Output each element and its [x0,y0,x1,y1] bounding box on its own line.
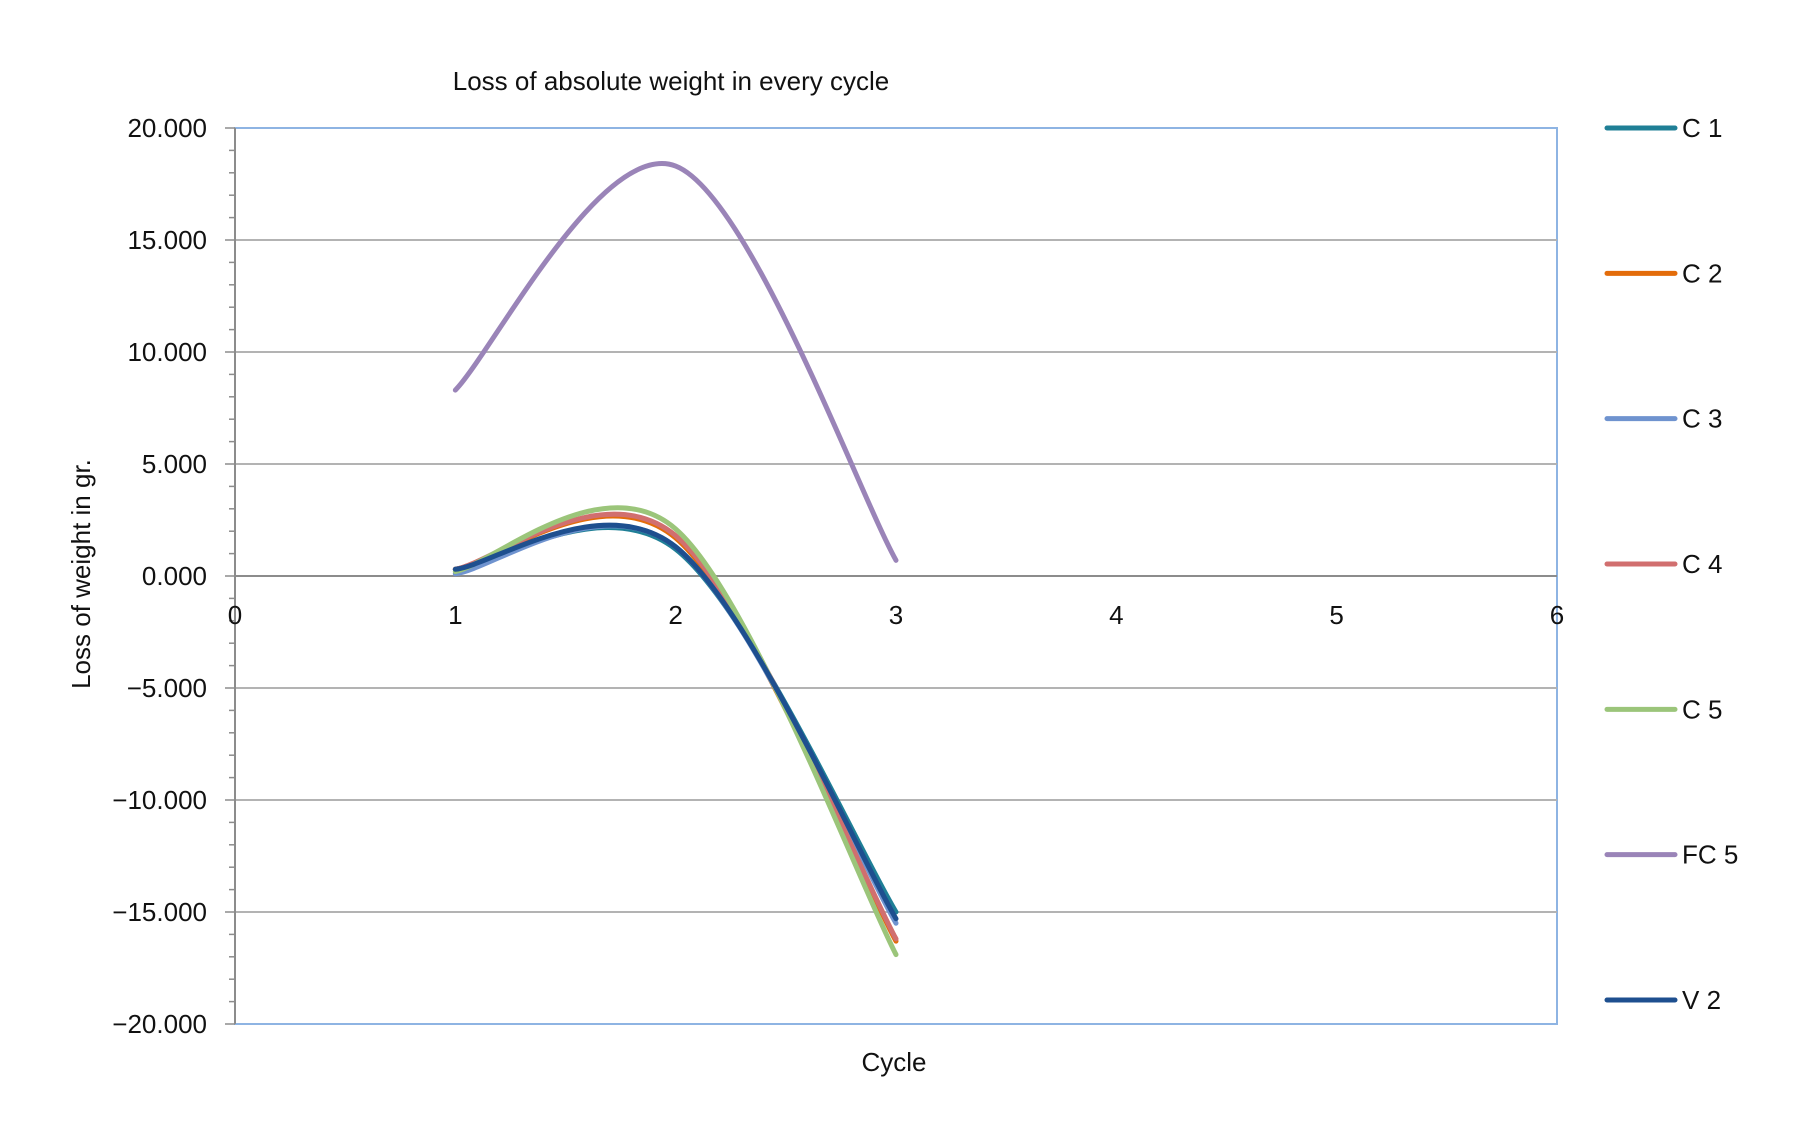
x-tick-label: 2 [668,600,682,630]
y-tick-label: 5.000 [142,449,207,479]
legend-label-c3: C 3 [1682,404,1722,434]
series-line-fc5 [452,161,899,563]
y-tick-label: 15.000 [127,225,207,255]
series-line-c5 [452,505,899,958]
y-tick-label: −20.000 [112,1009,207,1039]
legend-label-c1: C 1 [1682,113,1722,143]
legend-label-fc5: FC 5 [1682,840,1738,870]
x-tick-label: 4 [1109,600,1123,630]
legend: C 1 C 2 C 3 C 4 C 5 FC 5 V 2 [1604,113,1738,1015]
legend-label-c4: C 4 [1682,549,1722,579]
series-line-c3 [452,523,899,926]
series-line-c2 [452,513,899,944]
y-tick-label: −5.000 [127,673,207,703]
x-tick-label: 6 [1550,600,1564,630]
x-axis-label: Cycle [861,1047,926,1077]
y-tick-label: 20.000 [127,113,207,143]
legend-label-c2: C 2 [1682,258,1722,288]
chart-title: Loss of absolute weight in every cycle [453,66,889,96]
x-tick-label: 3 [889,600,903,630]
series-line-c1 [452,525,899,915]
y-axis-label: Loss of weight in gr. [66,459,96,689]
legend-label-v2: V 2 [1682,985,1721,1015]
x-tick-label: 5 [1329,600,1343,630]
plot-area: 20.000 15.000 10.000 5.000 0.000 −5.000 −10.00… [112,113,1564,1039]
y-tick-label: −10.000 [112,785,207,815]
x-tick-label: 0 [228,600,242,630]
y-tick-label: 0.000 [142,561,207,591]
legend-label-c5: C 5 [1682,694,1722,724]
series-line-c4 [452,511,899,942]
series-line-v2 [452,522,899,922]
y-tick-label: −15.000 [112,897,207,927]
y-tick-label: 10.000 [127,337,207,367]
x-tick-label: 1 [448,600,462,630]
